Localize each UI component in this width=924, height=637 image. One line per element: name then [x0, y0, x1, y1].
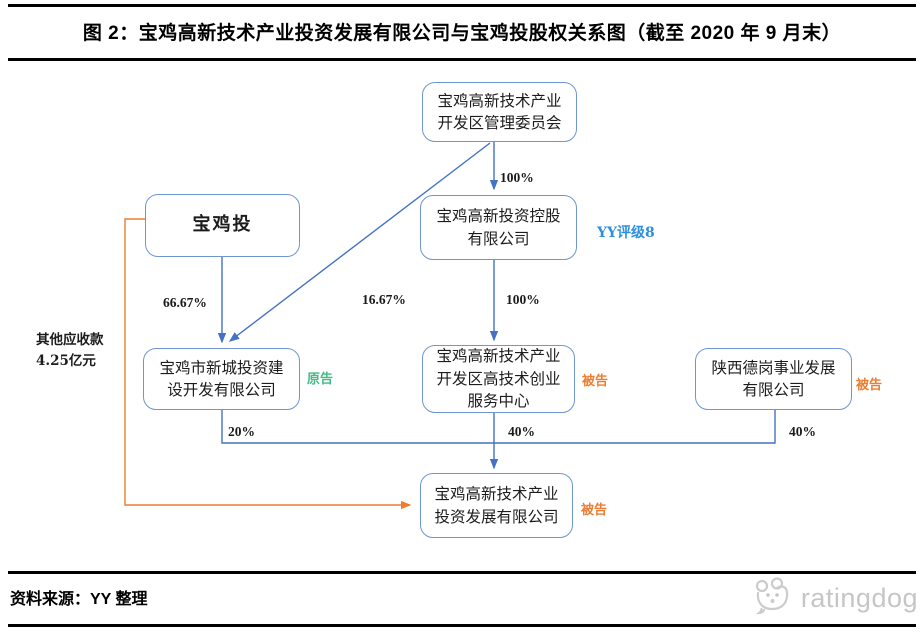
defendant-tag-shaanxi: 被告 — [856, 378, 883, 393]
logo-wordmark: ratingdog — [800, 583, 918, 613]
node-investment: 宝鸡高新技术产业 投资发展有限公司 — [420, 473, 573, 538]
source-note: 资料来源：YY 整理 — [10, 591, 148, 608]
defendant-tag-services: 被告 — [582, 374, 609, 389]
edge-label-baojitou-xincheng: 66.67% — [163, 295, 207, 310]
footer-divider — [8, 571, 916, 574]
receivable-note: 其他应收款 4.25亿元 — [36, 332, 104, 369]
dog-face-icon — [751, 577, 795, 620]
edge-label-holding-services: 100% — [506, 292, 540, 307]
node-baojitou: 宝鸡投 — [145, 194, 300, 257]
defendant-tag-investment: 被告 — [581, 503, 608, 518]
node-holding: 宝鸡高新投资控股 有限公司 — [420, 195, 577, 260]
title-divider — [8, 58, 916, 61]
top-rule — [8, 4, 916, 7]
edge-label-services-investment: 40% — [508, 424, 535, 439]
edge-label-committee-holding: 100% — [500, 170, 534, 185]
node-xincheng: 宝鸡市新城投资建 设开发有限公司 — [143, 348, 300, 410]
plaintiff-tag-xincheng: 原告 — [307, 372, 334, 387]
bottom-rule — [8, 624, 916, 627]
rating-badge: YY评级8 — [597, 225, 655, 241]
figure-title: 图 2：宝鸡高新技术产业投资发展有限公司与宝鸡投股权关系图（截至 2020 年 … — [82, 23, 842, 44]
edge-label-committee-xincheng: 16.67% — [362, 292, 406, 307]
node-committee: 宝鸡高新技术产业 开发区管理委员会 — [422, 82, 577, 142]
node-shaanxi-degang: 陕西德岗事业发展 有限公司 — [695, 348, 852, 410]
edge-label-shaanxi-investment: 40% — [789, 424, 816, 439]
node-services: 宝鸡高新技术产业 开发区高技术创业 服务中心 — [422, 345, 575, 413]
edge-label-xincheng-investment: 20% — [228, 424, 255, 439]
ratingdog-logo: ratingdog — [751, 577, 918, 620]
